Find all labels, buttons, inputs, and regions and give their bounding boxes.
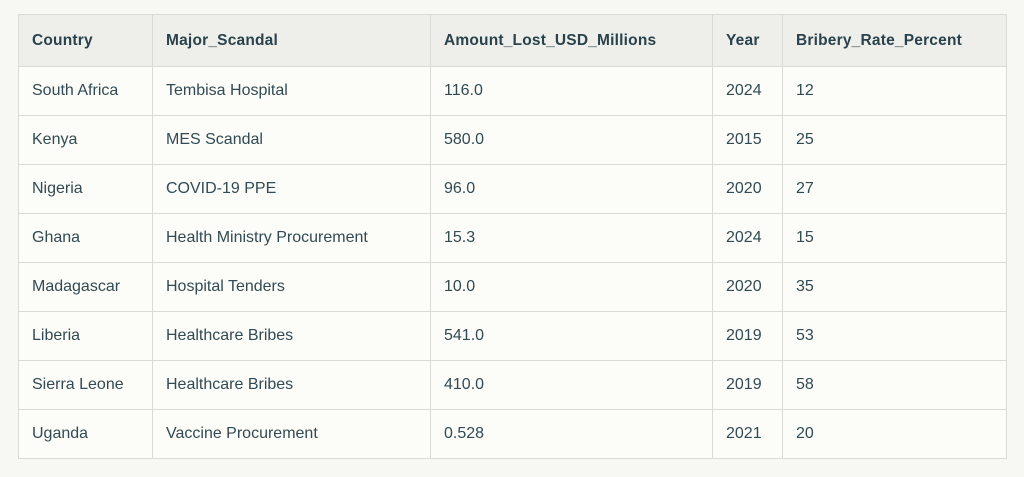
cell-bribery: 27: [782, 164, 1007, 214]
cell-amount: 541.0: [430, 311, 713, 361]
cell-amount: 10.0: [430, 262, 713, 312]
cell-country: Madagascar: [18, 262, 153, 312]
cell-country: Nigeria: [18, 164, 153, 214]
table-row: Madagascar Hospital Tenders 10.0 2020 35: [18, 262, 1007, 312]
cell-scandal: COVID-19 PPE: [152, 164, 431, 214]
cell-year: 2015: [712, 115, 783, 165]
cell-year: 2024: [712, 66, 783, 116]
table-row: Sierra Leone Healthcare Bribes 410.0 2019 58: [18, 360, 1007, 410]
cell-year: 2020: [712, 262, 783, 312]
cell-bribery: 53: [782, 311, 1007, 361]
cell-year: 2020: [712, 164, 783, 214]
cell-amount: 96.0: [430, 164, 713, 214]
column-header-amount: Amount_Lost_USD_Millions: [430, 14, 713, 67]
cell-country: Ghana: [18, 213, 153, 263]
cell-country: Kenya: [18, 115, 153, 165]
cell-bribery: 25: [782, 115, 1007, 165]
column-header-bribery: Bribery_Rate_Percent: [782, 14, 1007, 67]
column-header-year: Year: [712, 14, 783, 67]
cell-bribery: 20: [782, 409, 1007, 459]
cell-country: Uganda: [18, 409, 153, 459]
cell-scandal: Healthcare Bribes: [152, 360, 431, 410]
cell-year: 2024: [712, 213, 783, 263]
table-row: Liberia Healthcare Bribes 541.0 2019 53: [18, 311, 1007, 361]
table-row: Nigeria COVID-19 PPE 96.0 2020 27: [18, 164, 1007, 214]
table-row: Uganda Vaccine Procurement 0.528 2021 20: [18, 409, 1007, 459]
table-header-row: Country Major_Scandal Amount_Lost_USD_Mill…: [18, 14, 1007, 67]
cell-bribery: 35: [782, 262, 1007, 312]
cell-scandal: Health Ministry Procurement: [152, 213, 431, 263]
cell-country: Sierra Leone: [18, 360, 153, 410]
cell-scandal: Hospital Tenders: [152, 262, 431, 312]
cell-scandal: Healthcare Bribes: [152, 311, 431, 361]
cell-amount: 580.0: [430, 115, 713, 165]
cell-bribery: 58: [782, 360, 1007, 410]
cell-scandal: MES Scandal: [152, 115, 431, 165]
cell-amount: 410.0: [430, 360, 713, 410]
cell-country: Liberia: [18, 311, 153, 361]
data-table-container: Country Major_Scandal Amount_Lost_USD_Mill…: [18, 14, 1007, 459]
cell-scandal: Vaccine Procurement: [152, 409, 431, 459]
scandals-data-table: Country Major_Scandal Amount_Lost_USD_Mill…: [18, 14, 1007, 459]
cell-year: 2019: [712, 311, 783, 361]
table-row: South Africa Tembisa Hospital 116.0 2024 12: [18, 66, 1007, 116]
cell-amount: 15.3: [430, 213, 713, 263]
cell-amount: 0.528: [430, 409, 713, 459]
cell-amount: 116.0: [430, 66, 713, 116]
cell-bribery: 15: [782, 213, 1007, 263]
cell-country: South Africa: [18, 66, 153, 116]
cell-bribery: 12: [782, 66, 1007, 116]
cell-scandal: Tembisa Hospital: [152, 66, 431, 116]
column-header-scandal: Major_Scandal: [152, 14, 431, 67]
table-row: Kenya MES Scandal 580.0 2015 25: [18, 115, 1007, 165]
table-row: Ghana Health Ministry Procurement 15.3 2024…: [18, 213, 1007, 263]
column-header-country: Country: [18, 14, 153, 67]
cell-year: 2021: [712, 409, 783, 459]
cell-year: 2019: [712, 360, 783, 410]
